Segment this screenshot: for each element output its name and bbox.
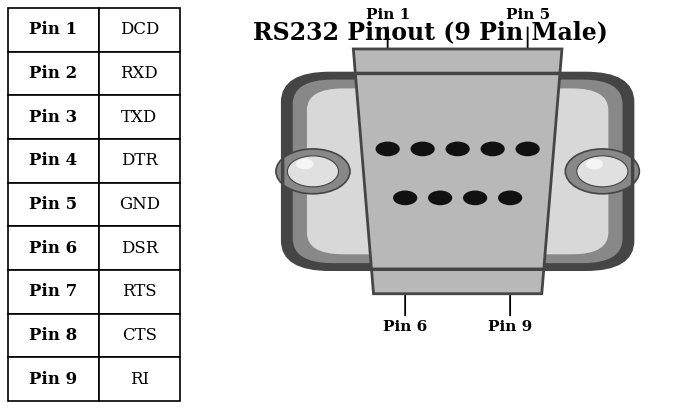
Circle shape — [276, 149, 350, 194]
Circle shape — [498, 191, 522, 205]
Circle shape — [393, 191, 417, 205]
Circle shape — [586, 159, 603, 169]
Bar — [8, 8, 99, 52]
Circle shape — [481, 142, 505, 156]
Text: Pin 7: Pin 7 — [30, 284, 77, 300]
FancyBboxPatch shape — [283, 73, 633, 269]
Text: DCD: DCD — [120, 22, 159, 38]
Bar — [8, 226, 99, 270]
Text: Pin 8: Pin 8 — [30, 327, 77, 344]
Text: RS232 Pinout (9 Pin Male): RS232 Pinout (9 Pin Male) — [253, 20, 608, 44]
Bar — [99, 270, 180, 314]
FancyBboxPatch shape — [306, 88, 609, 255]
Bar — [8, 52, 99, 95]
FancyBboxPatch shape — [293, 80, 623, 263]
Bar — [8, 314, 99, 357]
Circle shape — [577, 156, 628, 187]
Text: RTS: RTS — [122, 284, 157, 300]
Polygon shape — [353, 49, 562, 294]
Text: RXD: RXD — [120, 65, 158, 82]
Circle shape — [428, 191, 452, 205]
Text: Pin 1: Pin 1 — [365, 9, 410, 22]
Circle shape — [411, 142, 435, 156]
Circle shape — [296, 159, 314, 169]
Circle shape — [287, 156, 339, 187]
Circle shape — [516, 142, 540, 156]
Text: DSR: DSR — [120, 240, 158, 257]
Bar — [99, 357, 180, 401]
Text: TXD: TXD — [121, 109, 157, 126]
Bar — [99, 314, 180, 357]
Text: Pin 4: Pin 4 — [30, 153, 77, 169]
Text: Pin 9: Pin 9 — [488, 320, 532, 334]
Text: Pin 6: Pin 6 — [383, 320, 427, 334]
Bar — [99, 95, 180, 139]
Circle shape — [376, 142, 400, 156]
Text: CTS: CTS — [122, 327, 157, 344]
Bar — [8, 139, 99, 183]
Bar — [8, 95, 99, 139]
Text: Pin 5: Pin 5 — [505, 9, 550, 22]
Bar — [99, 139, 180, 183]
Text: Pin 5: Pin 5 — [30, 196, 77, 213]
Text: Pin 1: Pin 1 — [30, 22, 77, 38]
Text: Pin 6: Pin 6 — [30, 240, 77, 257]
Bar — [99, 52, 180, 95]
Text: Pin 3: Pin 3 — [30, 109, 77, 126]
Bar — [8, 357, 99, 401]
Circle shape — [463, 191, 487, 205]
Bar — [8, 270, 99, 314]
Circle shape — [565, 149, 639, 194]
Bar — [99, 226, 180, 270]
Bar — [8, 183, 99, 226]
Text: Pin 2: Pin 2 — [30, 65, 77, 82]
Circle shape — [446, 142, 470, 156]
Bar — [99, 8, 180, 52]
Text: Pin 9: Pin 9 — [30, 371, 77, 388]
Text: GND: GND — [118, 196, 160, 213]
Text: DTR: DTR — [121, 153, 157, 169]
Bar — [99, 183, 180, 226]
Text: RI: RI — [130, 371, 149, 388]
